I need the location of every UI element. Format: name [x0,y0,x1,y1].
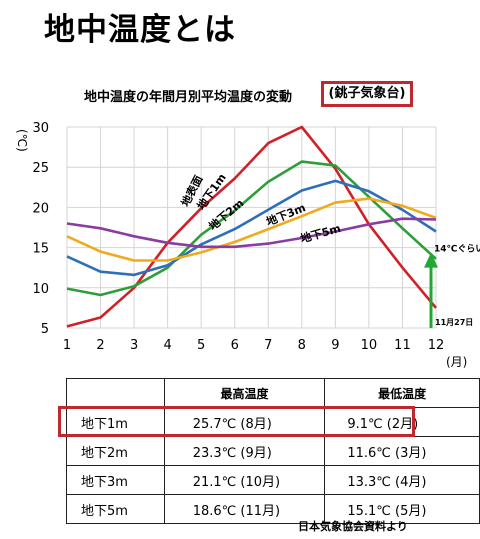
source-note: 日本気象協会資料より [298,520,408,533]
x-tick-label: 12 [428,338,445,353]
table-cell-min: 11.6℃ (3月) [324,436,480,466]
table-row: 地下2m 23.3℃ (9月) 11.6℃ (3月) [66,436,480,466]
table-cell-depth: 地下2m [66,436,165,466]
table-header-cell [66,378,165,408]
chart-title-station: (銚子気象台) [321,81,413,107]
chart-title: 地中温度の年間月別平均温度の変動 [84,90,293,105]
x-tick-label: 11 [394,338,411,353]
y-tick-label: 15 [32,242,49,257]
table-cell-depth: 地下5m [66,494,165,524]
y-tick-label: 30 [32,121,49,136]
x-tick-label: 7 [264,338,272,353]
table-cell-depth: 地下3m [66,465,165,495]
series-line [66,179,437,277]
y-tick-label: 10 [32,282,49,297]
x-tick-label: 9 [331,338,339,353]
series-line [66,125,437,328]
y-tick-label: 5 [41,322,49,337]
y-tick-label: 25 [32,161,49,176]
table-header-row: 最高温度 最低温度 [66,378,480,408]
table-row-highlight [58,406,415,437]
annotation-arrow-head [424,252,438,268]
table-cell-max: 21.1℃ (10月) [163,465,326,495]
table-cell-min: 13.3℃ (4月) [324,465,480,495]
series-line [66,160,437,297]
x-axis-unit: (月) [446,355,467,369]
x-tick-label: 3 [130,338,138,353]
table-header-cell: 最高温度 [163,378,326,408]
x-tick-label: 10 [361,338,378,353]
temperature-table: 最高温度 最低温度 地下1m 25.7℃ (8月) 9.1℃ (2月) 地下2m… [66,378,480,524]
annotation-temperature: 14℃ぐらい [434,244,480,255]
series-label: 地下3m [264,200,307,228]
x-tick-label: 6 [231,338,239,353]
table-cell-max: 23.3℃ (9月) [163,436,326,466]
x-tick-label: 1 [63,338,71,353]
annotation-date: 11月27日 [435,318,473,327]
series-line [66,217,437,249]
table-row: 地下5m 18.6℃ (11月) 15.1℃ (5月) [66,494,480,524]
y-axis-unit: (℃) [15,129,29,152]
table-cell-max: 18.6℃ (11月) [163,494,326,524]
y-tick-label: 20 [32,201,49,216]
table-cell-min: 15.1℃ (5月) [324,494,480,524]
table-row: 地下3m 21.1℃ (10月) 13.3℃ (4月) [66,465,480,495]
x-tick-label: 2 [96,338,104,353]
page-title: 地中温度とは [44,12,236,48]
table-cell-min: 9.1℃ (2月) [324,407,480,437]
x-tick-label: 5 [197,338,205,353]
table-header-cell: 最低温度 [324,378,480,408]
table-row: 地下1m 25.7℃ (8月) 9.1℃ (2月) [66,407,480,437]
x-tick-label: 4 [163,338,171,353]
x-tick-label: 8 [298,338,306,353]
table-cell-depth: 地下1m [66,407,165,437]
series-line [66,197,437,262]
